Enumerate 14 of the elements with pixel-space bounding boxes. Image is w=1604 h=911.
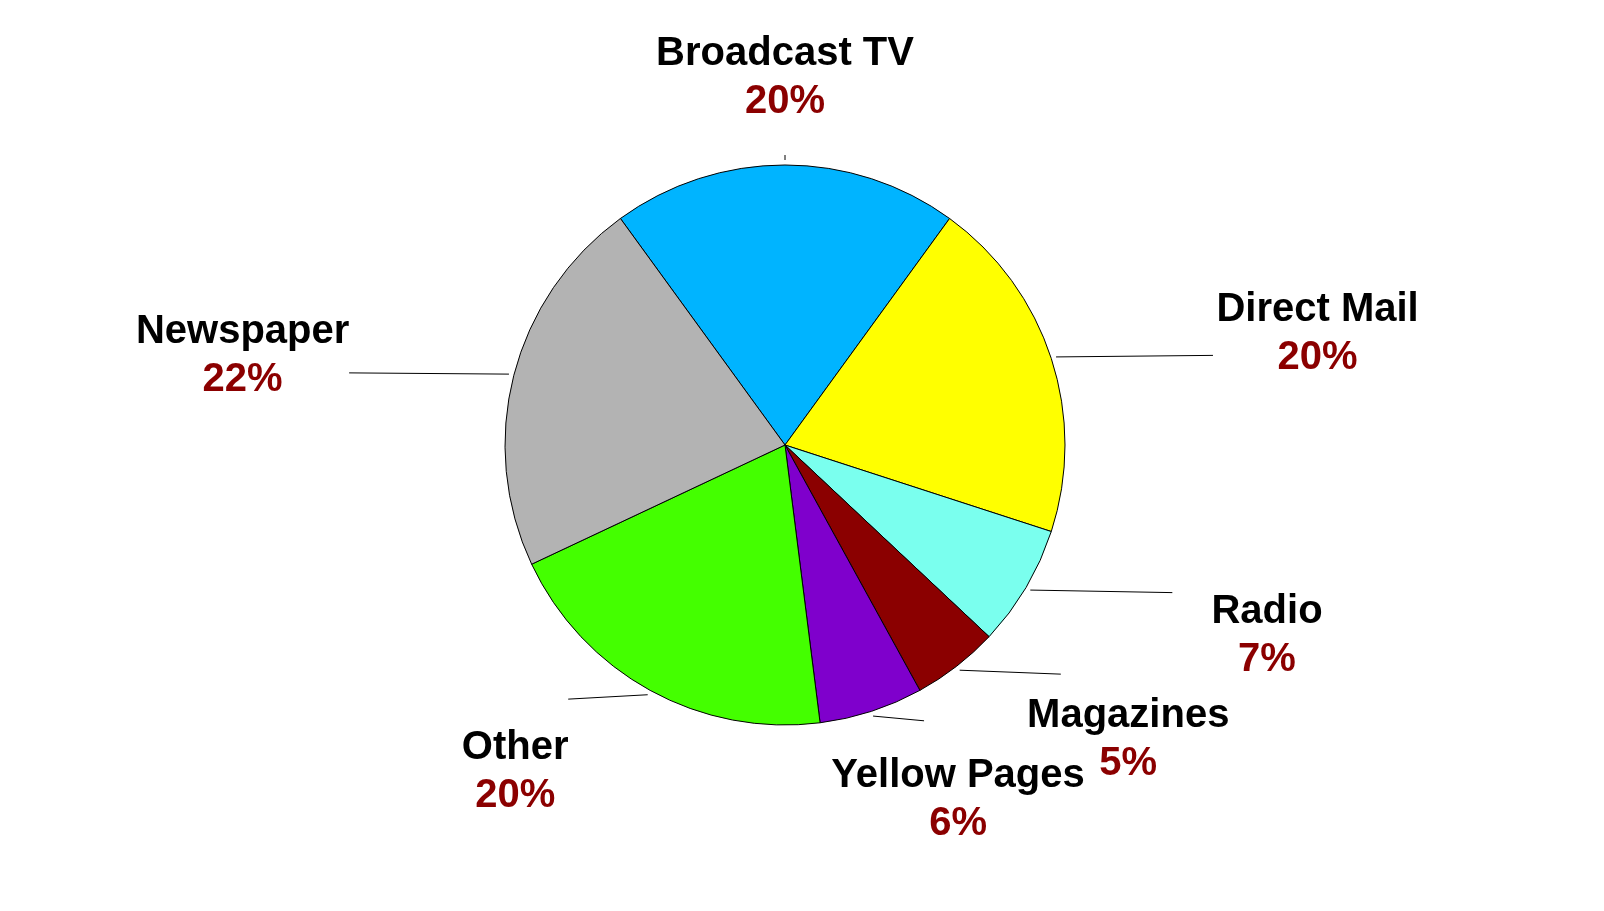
data-label: 7% [1238, 635, 1296, 680]
slice-label: Broadcast TV [656, 29, 915, 73]
data-label: 22% [202, 354, 283, 399]
slice-label: Yellow Pages [831, 750, 1085, 795]
slice-label: Radio [1211, 587, 1323, 632]
data-label: 20% [1277, 332, 1358, 377]
slice-label: Direct Mail [1216, 284, 1419, 329]
data-label: 20% [475, 771, 556, 816]
data-label: 5% [1099, 739, 1158, 784]
data-label: 6% [929, 798, 987, 843]
slice-label: Other [461, 723, 569, 768]
slice-label: Newspaper [135, 306, 350, 351]
slice-label: Magazines [1027, 691, 1230, 736]
data-label: 20% [744, 77, 826, 121]
